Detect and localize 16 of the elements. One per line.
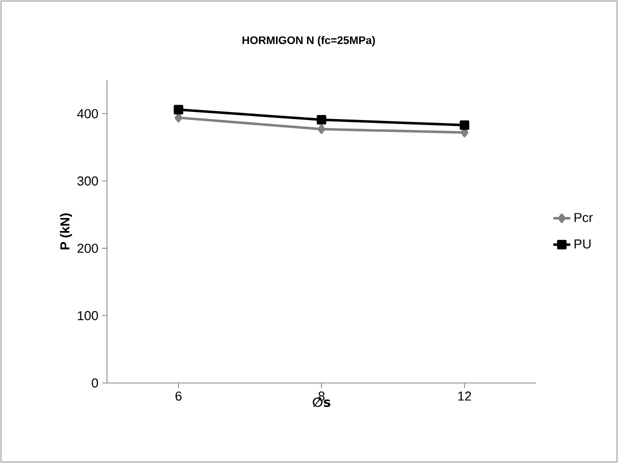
legend-label: PU [574,239,591,249]
x-tick-label: 12 [458,392,472,401]
legend-label: Pcr [574,213,593,222]
y-tick-label: 300 [77,176,98,186]
point [174,104,184,114]
y-tick-label: 200 [78,244,98,253]
y-tick-label: 400 [77,109,98,118]
y-axis-title: P (kN) [60,213,72,250]
x-tick-label: 6 [176,392,182,401]
y-tick-label: 0 [92,378,98,388]
point [174,112,182,122]
point [316,114,326,124]
point [460,120,470,130]
y-tick-label: 100 [78,311,98,320]
chart-title: HORMIGON N (fc=25MPa) [242,36,375,46]
point [318,124,326,134]
